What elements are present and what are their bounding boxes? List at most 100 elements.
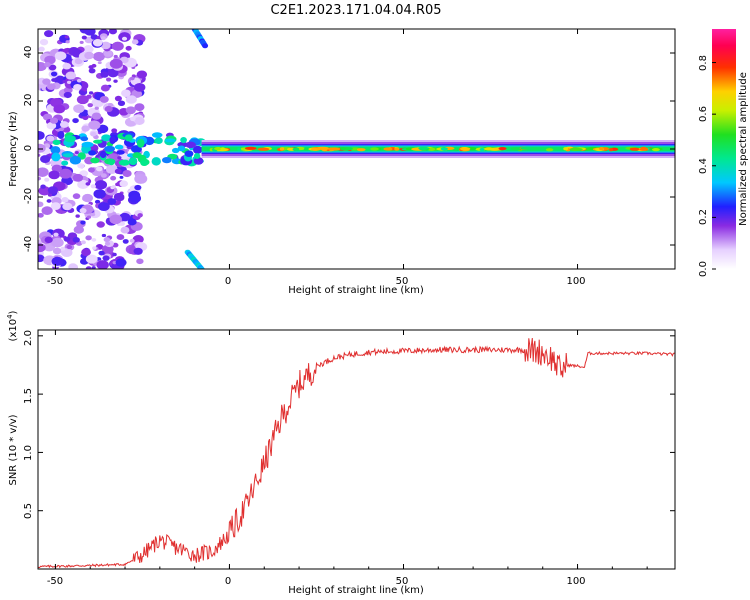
snr-ylabel: SNR (10 * v/v) <box>8 414 19 485</box>
noise-blob <box>111 128 118 133</box>
band-hotspot <box>244 146 257 150</box>
clutter-blob <box>151 157 161 166</box>
noise-blob <box>54 51 67 61</box>
noise-blob <box>96 166 103 172</box>
clutter-blob <box>118 159 131 166</box>
noise-blob <box>113 54 118 59</box>
noise-blob <box>79 29 90 34</box>
snr-xtick-label: 0 <box>225 576 231 587</box>
band-hotspot <box>520 146 534 150</box>
noise-blob <box>122 239 129 244</box>
noise-blob <box>46 199 52 203</box>
noise-blob <box>90 34 98 40</box>
noise-blob <box>94 199 101 204</box>
colorbar-label: Normalized spectral amplitude <box>738 72 749 226</box>
band-hotspot <box>356 148 366 152</box>
noise-blob <box>136 70 148 79</box>
noise-blob <box>134 173 148 184</box>
noise-blob <box>46 135 55 142</box>
noise-blob <box>50 71 58 77</box>
clutter-blob <box>69 155 81 165</box>
noise-blob <box>88 68 96 74</box>
noise-blob <box>44 62 51 68</box>
band-hotspot <box>569 147 583 151</box>
noise-blob <box>121 89 131 97</box>
snr-panel: -50 0 50 100 Height of straight line (km… <box>6 310 676 596</box>
band-hotspot <box>440 147 448 151</box>
clutter-blob <box>114 144 124 150</box>
noise-blob <box>79 40 84 44</box>
clutter-blob <box>180 136 187 144</box>
spectrogram-panel: -50 0 50 100 Height of straight line (km… <box>8 28 676 296</box>
noise-blob <box>115 258 127 267</box>
band-hotspot <box>214 147 222 151</box>
noise-blob <box>40 184 46 189</box>
clutter-blob <box>193 157 204 165</box>
noise-blob <box>61 197 69 203</box>
noise-blob <box>38 201 44 208</box>
noise-blob <box>99 95 109 103</box>
noise-blob <box>74 151 79 155</box>
clutter-blob <box>128 157 138 166</box>
noise-blob <box>131 39 139 45</box>
noise-blob <box>48 64 57 71</box>
clutter-blob <box>171 147 180 154</box>
noise-blob <box>117 156 122 160</box>
noise-blob <box>107 68 119 78</box>
noise-blob <box>79 207 87 214</box>
noise-blob <box>133 247 143 255</box>
noise-blob <box>122 170 132 178</box>
noise-blob <box>91 112 102 120</box>
noise-blob <box>76 94 89 105</box>
noise-blob <box>88 65 94 70</box>
noise-blob <box>109 58 123 69</box>
noise-blob <box>92 246 97 250</box>
noise-blob <box>38 131 45 140</box>
clutter-blob <box>193 152 201 159</box>
noise-blob <box>88 120 101 130</box>
snr-xlabel: Height of straight line (km) <box>288 585 424 596</box>
noise-blob <box>82 193 94 203</box>
clutter-blob <box>93 139 103 144</box>
snr-xtick-label: 100 <box>566 576 585 587</box>
noise-blob <box>44 236 53 243</box>
band-hotspot <box>598 147 605 151</box>
noise-blob <box>51 237 64 248</box>
noise-blob <box>98 250 105 256</box>
noise-blob <box>94 180 108 190</box>
spectrogram-xtick-label: -50 <box>47 276 63 287</box>
noise-blob <box>72 237 80 243</box>
noise-blob <box>115 182 120 187</box>
snr-ytick-label: 2.0 <box>23 330 34 346</box>
band-hotspot <box>609 148 614 152</box>
band-hotspot <box>652 148 660 152</box>
noise-blob <box>90 184 96 189</box>
band-hotspot <box>370 147 379 151</box>
noise-blob <box>129 76 135 81</box>
noise-blob <box>51 78 57 82</box>
noise-blob <box>59 121 69 128</box>
noise-blob <box>94 106 99 110</box>
noise-blob <box>38 153 41 157</box>
snr-frame <box>37 329 676 570</box>
clutter-blob <box>164 138 176 143</box>
noise-blob <box>83 45 94 54</box>
clutter-blob <box>52 139 61 145</box>
noise-blob <box>105 164 118 174</box>
spectrogram-xtick-label: 100 <box>566 276 585 287</box>
noise-blob <box>105 241 111 246</box>
noise-blob <box>100 71 109 78</box>
clutter-blob <box>124 134 133 142</box>
spectrogram-ytick-label: -20 <box>23 188 34 204</box>
noise-blob <box>114 95 122 102</box>
noise-blob <box>119 180 128 188</box>
clutter-blob <box>185 141 197 149</box>
snr-ytick-label: 1.5 <box>23 388 34 404</box>
band-hotspot <box>639 147 649 151</box>
noise-blob <box>109 214 122 225</box>
band-hotspot <box>394 147 400 151</box>
noise-blob <box>38 186 51 196</box>
noise-blob <box>49 117 59 124</box>
noise-blob <box>116 234 125 241</box>
colorbar-tick-label: 0.4 <box>698 158 709 174</box>
